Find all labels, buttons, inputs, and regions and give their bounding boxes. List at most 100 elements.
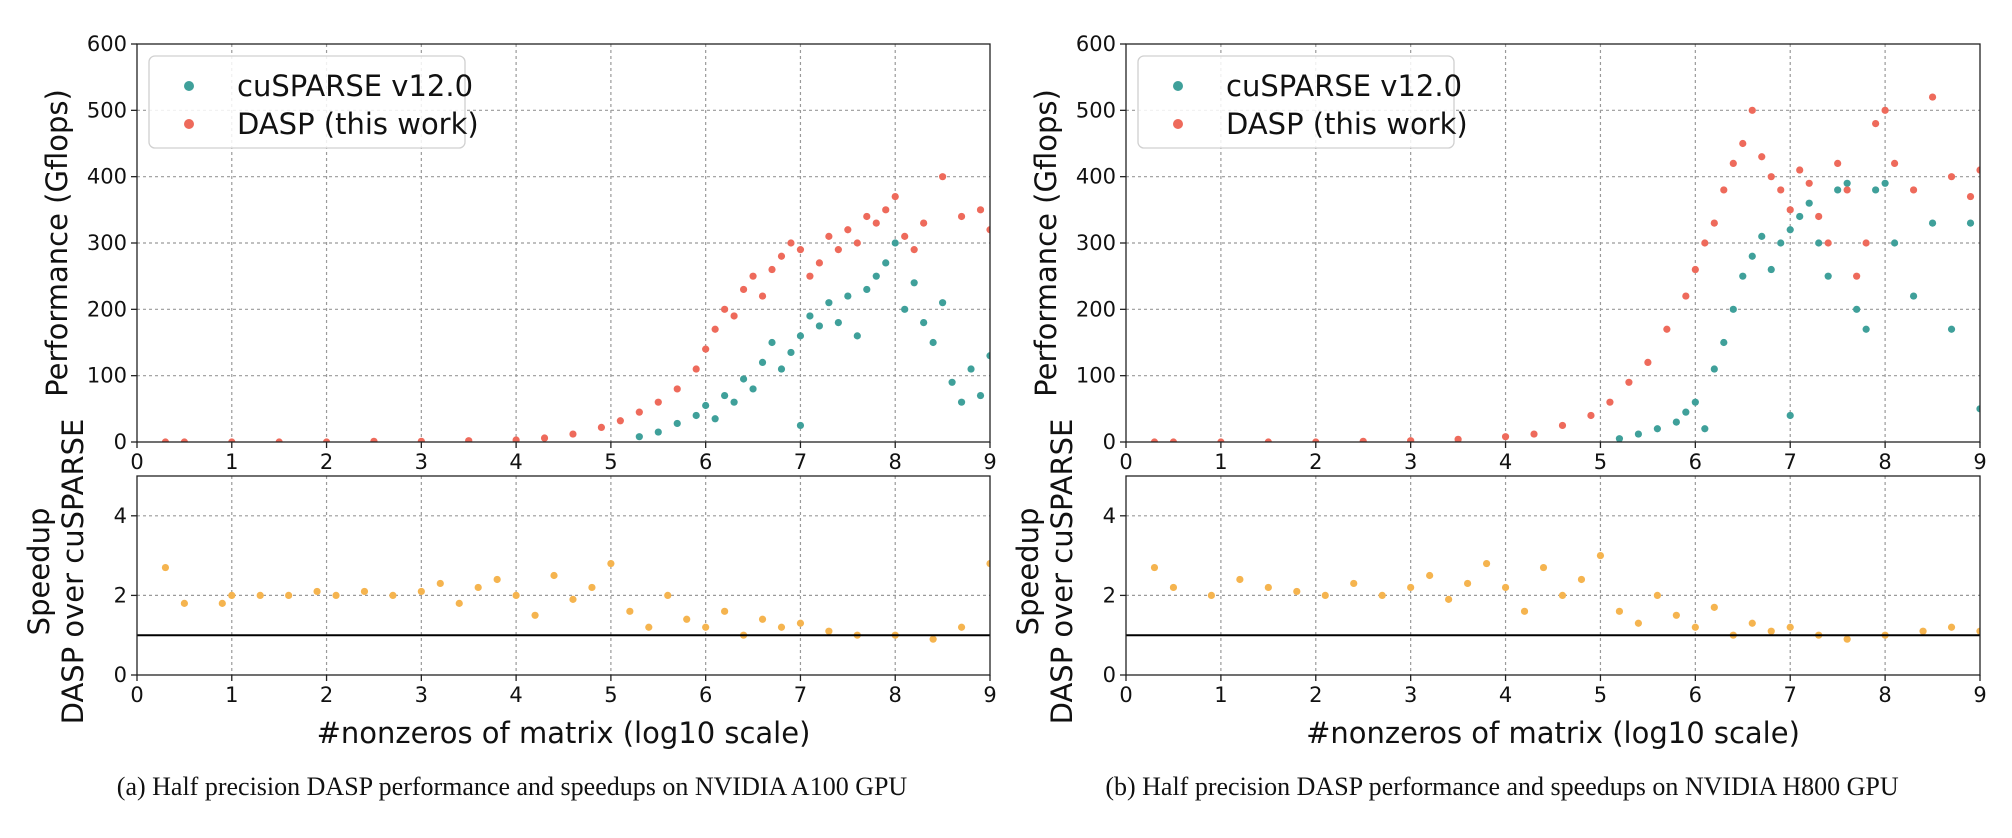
x-tick-label: 8 (1878, 683, 1891, 707)
data-point (389, 591, 397, 600)
data-point (569, 595, 577, 603)
x-tick-label: 9 (1973, 683, 1986, 707)
data-point (1947, 325, 1956, 333)
plot-b-speedup: 0 1 2 3 4 5 6 7 8 9 0 2 4 SpeedupDASP over cuSPARSE #n… (1011, 419, 1987, 750)
data-point (1843, 635, 1851, 643)
data-point (1482, 559, 1491, 568)
y-tick-label: 400 (87, 165, 127, 189)
data-point (1653, 591, 1661, 600)
data-point (1862, 325, 1870, 333)
x-axis-title: #nonzeros of matrix (log10 scale) (317, 716, 811, 750)
data-point (1293, 587, 1301, 596)
data-point (844, 226, 852, 234)
x-tick-label: 8 (889, 683, 902, 707)
data-point (1947, 623, 1956, 631)
data-point (891, 239, 899, 247)
data-point (1767, 265, 1775, 274)
data-point (777, 365, 786, 373)
legend-label: DASP (this work) (237, 107, 479, 141)
data-point (664, 591, 672, 600)
data-point (796, 421, 805, 430)
data-point (939, 173, 947, 181)
series-1 (1150, 93, 1980, 442)
legend-marker (1173, 81, 1183, 91)
data-point (654, 428, 662, 436)
data-point (1872, 186, 1880, 194)
data-point (1321, 591, 1329, 600)
data-point (332, 591, 340, 600)
y-tick-label: 200 (1076, 297, 1116, 321)
data-point (1558, 591, 1567, 600)
y-axis-title-line: DASP over cuSPARSE (56, 419, 90, 725)
data-point (787, 348, 795, 357)
data-point (1454, 435, 1462, 442)
data-point (465, 437, 473, 442)
data-point (550, 571, 558, 580)
data-point (1520, 607, 1529, 615)
data-point (749, 272, 757, 280)
data-point (673, 385, 681, 393)
data-point (417, 437, 425, 442)
data-point (1710, 603, 1718, 611)
data-point (702, 401, 710, 410)
x-tick-label: 7 (794, 450, 807, 474)
data-point (275, 438, 283, 442)
x-tick-label: 2 (1309, 450, 1322, 474)
data-point (1853, 305, 1861, 313)
data-point (976, 391, 985, 400)
data-point (834, 246, 842, 254)
data-point (1264, 583, 1272, 592)
y-tick-label: 4 (1103, 504, 1116, 528)
data-point (645, 623, 653, 631)
data-point (1150, 563, 1159, 572)
panel-b: 0 1 2 3 4 5 6 7 8 90100200300400500600Performance… (1011, 32, 1987, 801)
data-point (1729, 305, 1737, 313)
x-tick-label: 8 (1878, 450, 1891, 474)
data-point (957, 212, 966, 221)
data-point (1407, 437, 1415, 442)
y-axis-title: SpeedupDASP over cuSPARSE (1011, 419, 1079, 725)
data-point (1596, 552, 1605, 560)
data-point (777, 623, 786, 631)
legend-label: cuSPARSE v12.0 (1226, 69, 1462, 103)
data-point (1615, 607, 1624, 615)
plot-a-speedup: 0 1 2 3 4 5 6 7 8 9 0 2 4 SpeedupDASP over cuSPARSE #n… (22, 419, 997, 750)
data-point (825, 299, 833, 307)
data-point (834, 319, 842, 327)
data-point (1919, 627, 1927, 635)
data-point (806, 312, 814, 320)
data-point (910, 246, 918, 254)
x-tick-label: 8 (889, 450, 902, 474)
data-point (863, 285, 871, 294)
data-point (1748, 252, 1756, 260)
y-tick-label: 100 (1076, 364, 1116, 388)
data-point (758, 615, 767, 623)
points-layer (1150, 552, 1980, 643)
data-point (986, 559, 990, 568)
data-point (1615, 435, 1624, 442)
data-point (1853, 272, 1861, 280)
data-point (360, 587, 369, 596)
data-point (1558, 421, 1567, 430)
data-point (863, 212, 871, 221)
x-tick-label: 4 (509, 683, 522, 707)
data-point (957, 398, 966, 406)
x-tick-label: 0 (130, 450, 143, 474)
data-point (1786, 411, 1794, 420)
x-tick-label: 3 (415, 683, 428, 707)
data-point (1169, 438, 1178, 442)
data-point (1701, 425, 1709, 433)
x-tick-label: 4 (1499, 683, 1512, 707)
data-point (1843, 186, 1851, 194)
data-point (901, 232, 909, 240)
series-0 (161, 559, 990, 643)
data-point (768, 338, 776, 347)
data-point (806, 272, 814, 280)
x-tick-label: 9 (983, 683, 996, 707)
data-point (1786, 206, 1794, 214)
data-point (1891, 159, 1899, 167)
x-tick-label: 3 (1404, 450, 1417, 474)
x-tick-label: 3 (415, 450, 428, 474)
data-point (1653, 425, 1661, 433)
